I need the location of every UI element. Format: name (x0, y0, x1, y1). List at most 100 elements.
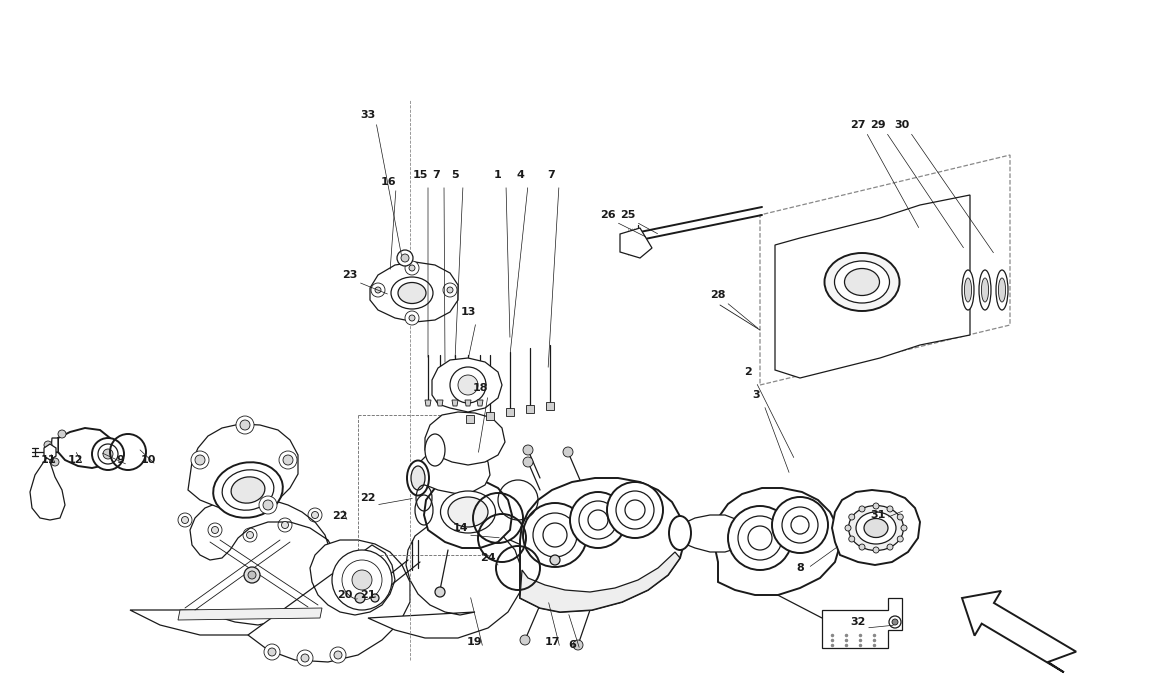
Circle shape (312, 512, 319, 518)
Circle shape (92, 438, 124, 470)
Ellipse shape (440, 491, 496, 533)
Circle shape (44, 441, 52, 449)
Text: 12: 12 (67, 455, 83, 465)
Text: 22: 22 (360, 493, 376, 503)
Polygon shape (748, 518, 800, 548)
Circle shape (443, 283, 457, 297)
Text: 5: 5 (451, 170, 459, 180)
Polygon shape (477, 400, 483, 406)
Circle shape (624, 500, 645, 520)
Circle shape (523, 503, 586, 567)
Circle shape (330, 647, 346, 663)
Polygon shape (30, 438, 66, 520)
Circle shape (578, 501, 618, 539)
Circle shape (397, 250, 413, 266)
Circle shape (352, 570, 371, 590)
Circle shape (887, 544, 894, 550)
Circle shape (409, 315, 415, 321)
Circle shape (728, 506, 792, 570)
Circle shape (859, 544, 865, 550)
Circle shape (738, 516, 782, 560)
Circle shape (897, 536, 903, 542)
Polygon shape (465, 400, 471, 406)
Circle shape (748, 526, 772, 550)
Ellipse shape (398, 283, 426, 303)
Circle shape (268, 648, 276, 656)
Circle shape (332, 550, 392, 610)
Circle shape (282, 522, 289, 529)
Circle shape (887, 506, 894, 512)
Text: 17: 17 (544, 637, 560, 647)
Circle shape (772, 497, 828, 553)
Text: 30: 30 (895, 120, 910, 130)
Polygon shape (44, 444, 56, 460)
Ellipse shape (391, 277, 434, 309)
Ellipse shape (998, 278, 1005, 302)
Text: 7: 7 (547, 170, 555, 180)
Text: 20: 20 (337, 590, 353, 600)
Polygon shape (775, 195, 969, 378)
Text: 2: 2 (744, 367, 752, 377)
Circle shape (900, 525, 907, 531)
Circle shape (889, 616, 900, 628)
Circle shape (897, 514, 903, 520)
Ellipse shape (448, 497, 488, 527)
Text: 1: 1 (494, 170, 501, 180)
Polygon shape (130, 498, 338, 635)
Polygon shape (452, 400, 458, 406)
Ellipse shape (411, 466, 425, 490)
Polygon shape (437, 400, 443, 406)
Circle shape (523, 457, 532, 467)
Circle shape (588, 510, 608, 530)
Circle shape (607, 482, 664, 538)
Circle shape (191, 451, 209, 469)
Circle shape (297, 650, 313, 666)
Circle shape (263, 500, 273, 510)
Polygon shape (187, 424, 298, 510)
Text: 3: 3 (752, 390, 760, 400)
Ellipse shape (222, 470, 274, 510)
Circle shape (458, 375, 478, 395)
Circle shape (104, 449, 113, 459)
Circle shape (236, 416, 254, 434)
Ellipse shape (965, 278, 972, 302)
Circle shape (873, 503, 879, 509)
Polygon shape (620, 228, 652, 258)
Circle shape (196, 455, 205, 465)
Circle shape (450, 367, 486, 403)
Polygon shape (370, 262, 458, 322)
Circle shape (849, 536, 854, 542)
Circle shape (849, 514, 854, 520)
Polygon shape (520, 478, 685, 612)
Ellipse shape (213, 462, 283, 518)
Circle shape (51, 458, 59, 466)
Polygon shape (58, 428, 115, 468)
Text: 28: 28 (711, 290, 726, 300)
Text: 13: 13 (460, 307, 476, 317)
Circle shape (435, 587, 445, 597)
Circle shape (334, 651, 342, 659)
Polygon shape (546, 402, 554, 410)
Text: 6: 6 (568, 640, 576, 650)
Text: 25: 25 (620, 210, 636, 220)
Ellipse shape (864, 518, 888, 538)
Polygon shape (432, 358, 503, 412)
Text: 27: 27 (850, 120, 866, 130)
Circle shape (401, 254, 409, 262)
Text: 10: 10 (140, 455, 155, 465)
Polygon shape (248, 540, 411, 662)
Text: 31: 31 (871, 510, 886, 520)
Text: 18: 18 (473, 383, 488, 393)
Circle shape (761, 518, 789, 546)
Circle shape (248, 571, 256, 579)
Circle shape (791, 516, 808, 534)
Circle shape (279, 451, 297, 469)
Text: 9: 9 (116, 455, 124, 465)
Polygon shape (831, 490, 920, 565)
Circle shape (892, 619, 898, 625)
Circle shape (573, 640, 583, 650)
Polygon shape (178, 608, 322, 620)
Text: 15: 15 (413, 170, 428, 180)
Circle shape (58, 430, 66, 438)
Circle shape (532, 513, 577, 557)
